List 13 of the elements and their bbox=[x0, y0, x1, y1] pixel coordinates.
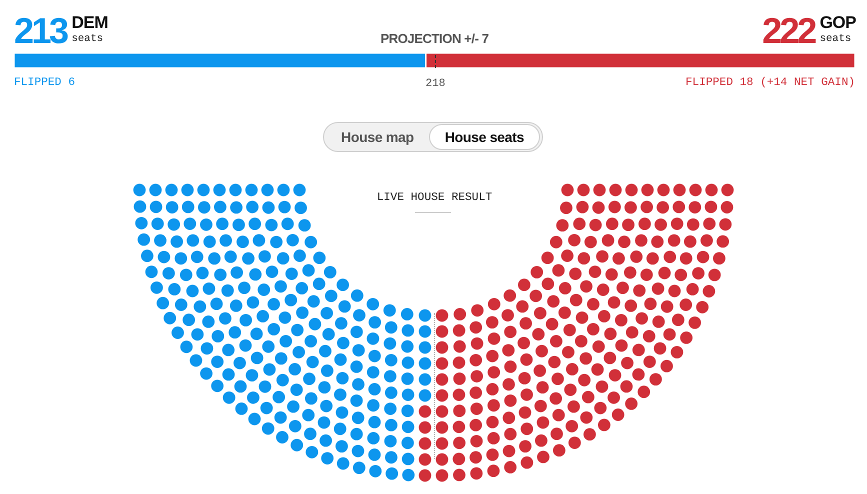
series-label: DEM bbox=[72, 13, 108, 32]
data-label: 222 bbox=[762, 10, 815, 51]
chart-title: PROJECTION +/- 7 bbox=[380, 31, 489, 46]
series-label: GOP bbox=[820, 13, 856, 32]
toggle-button: House seats bbox=[428, 124, 540, 150]
text: FLIPPED 6 bbox=[14, 77, 76, 89]
text: LIVE HOUSE RESULT bbox=[376, 192, 492, 204]
text: seats bbox=[820, 33, 852, 45]
ref-line-label: 218 bbox=[426, 78, 446, 90]
segmented-control: House map House seats bbox=[323, 122, 543, 152]
text: FLIPPED 18 (+14 NET GAIN) bbox=[686, 77, 855, 89]
text: seats bbox=[72, 33, 104, 45]
data-label: 213 bbox=[14, 10, 67, 51]
